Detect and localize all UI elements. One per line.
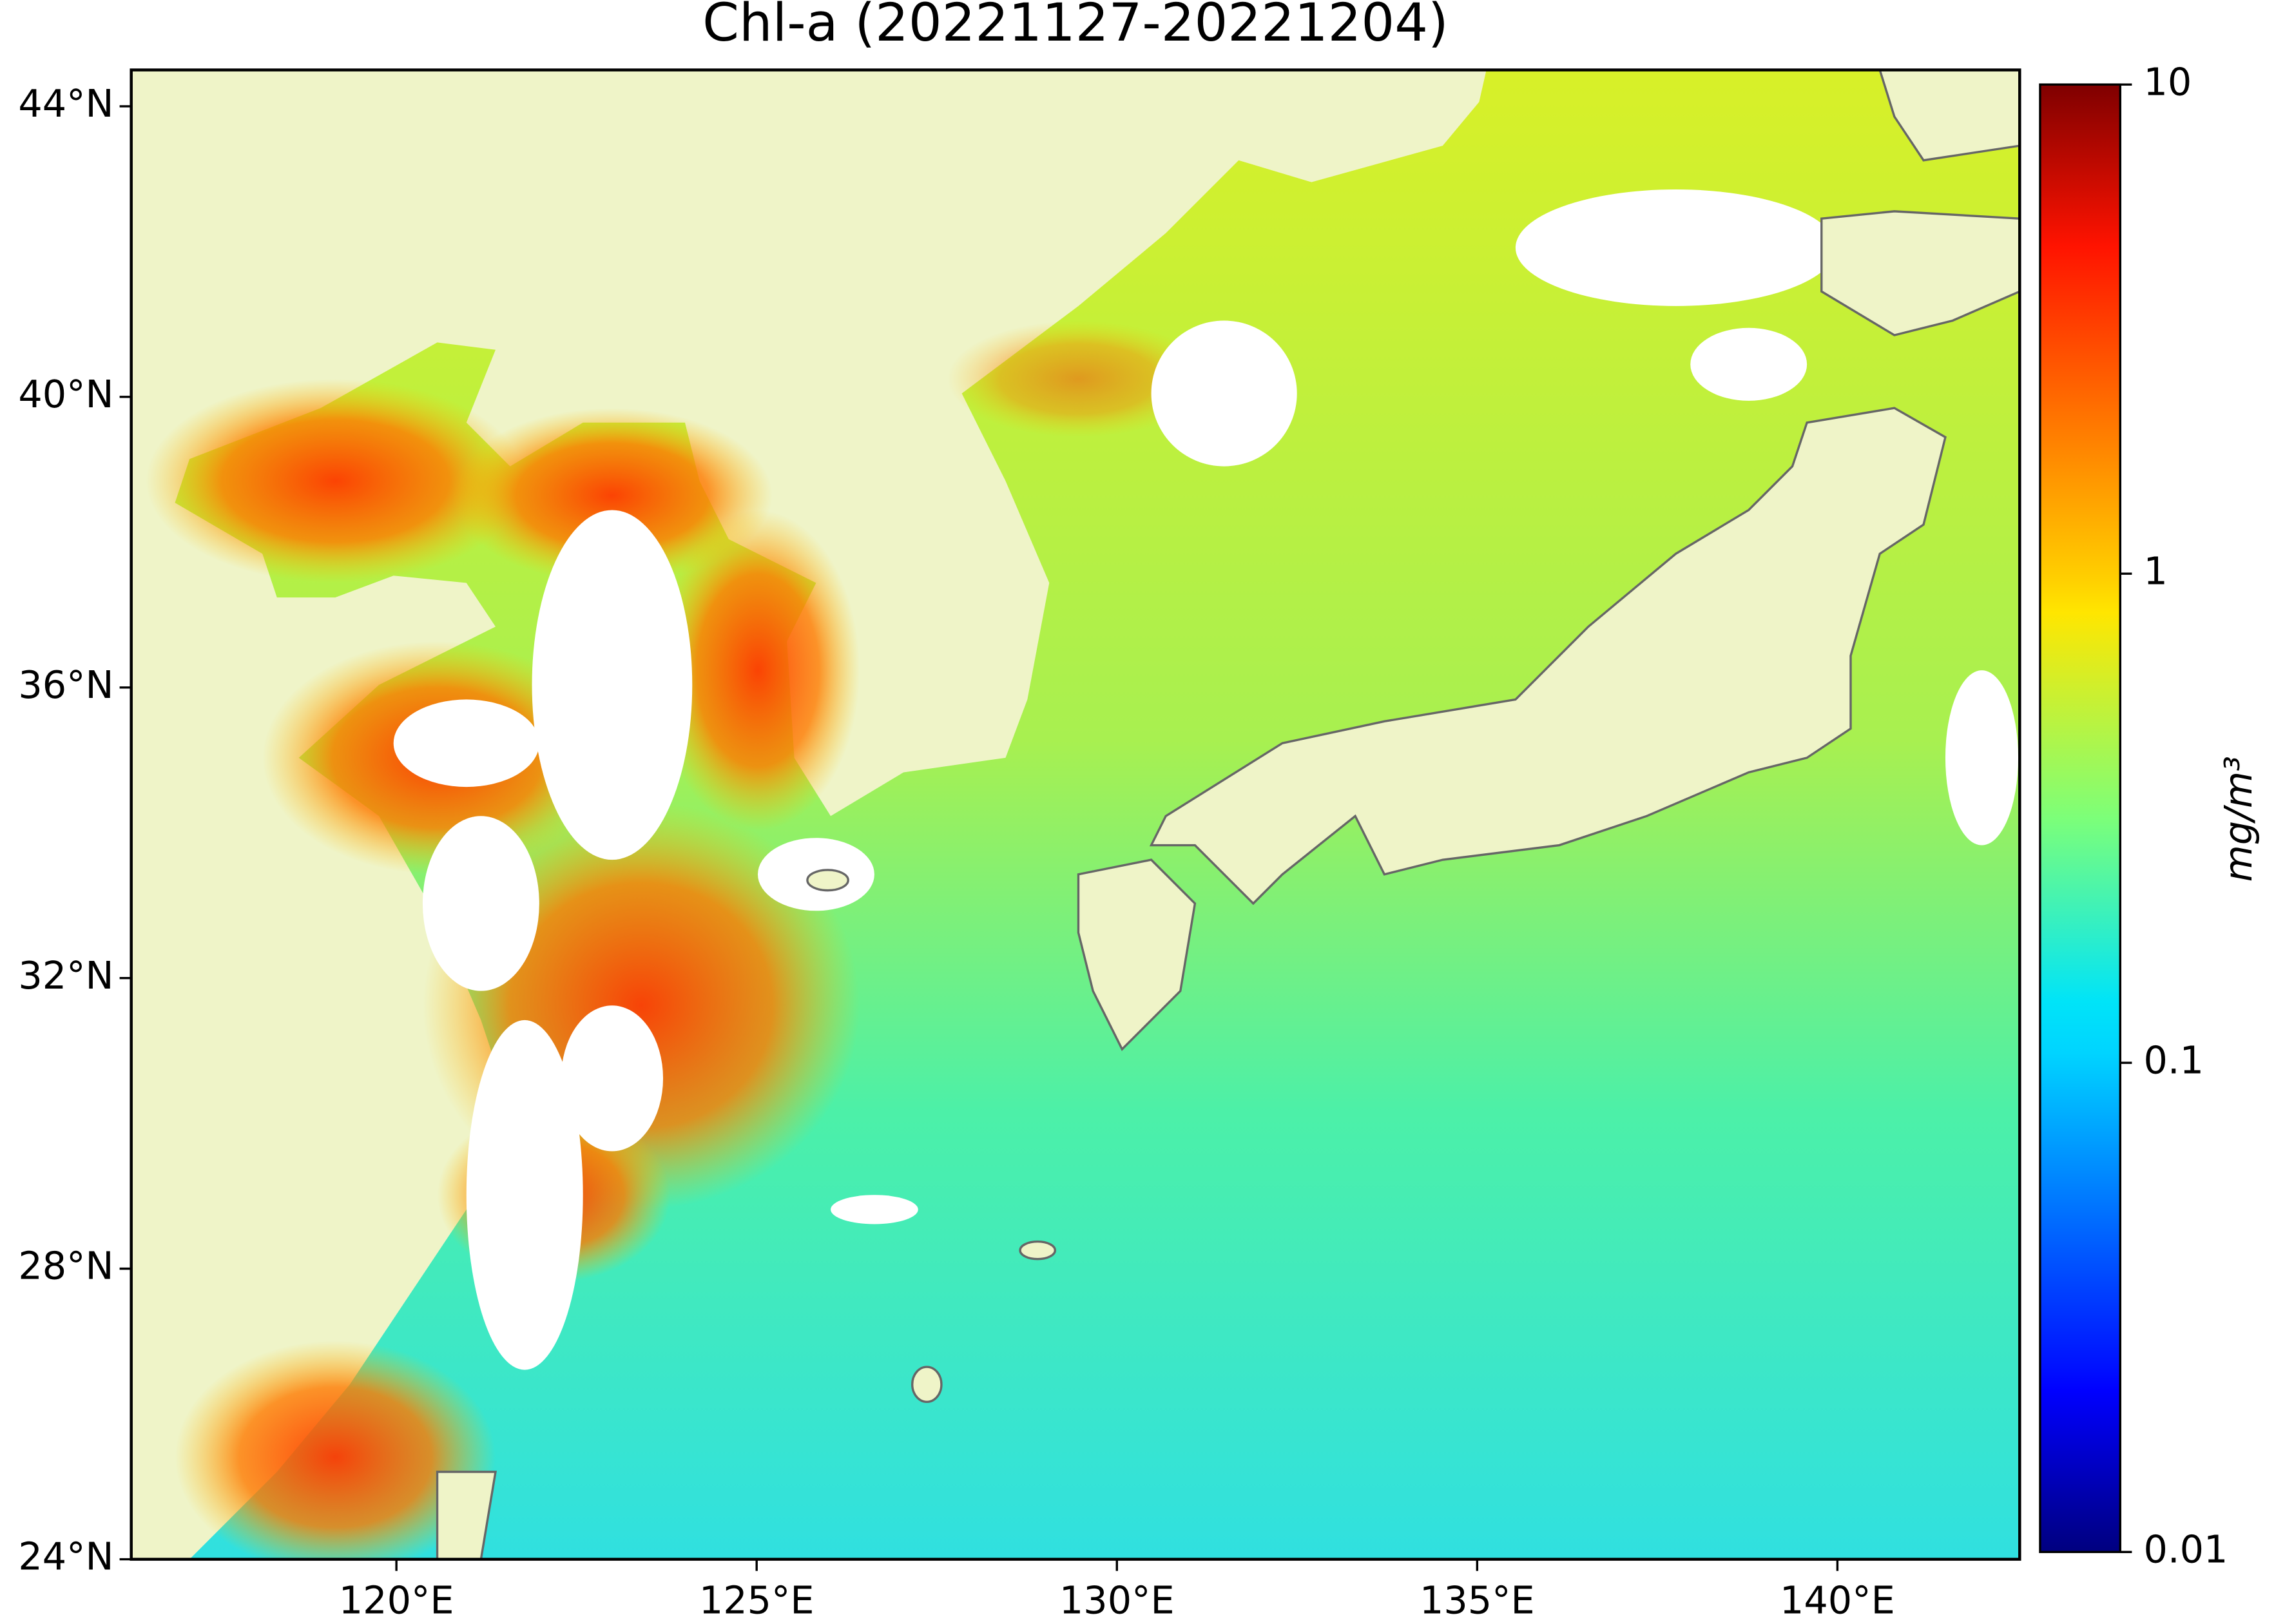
x-tick-label: 135°E xyxy=(1420,1578,1535,1618)
map-frame xyxy=(130,68,2021,1561)
y-tick-label: 40°N xyxy=(18,372,113,416)
colorbar-tick-label: 10 xyxy=(2143,59,2192,104)
y-tick-label: 24°N xyxy=(18,1534,113,1579)
colorbar-tick-label: 0.01 xyxy=(2143,1527,2228,1571)
colorbar xyxy=(2039,83,2122,1553)
y-tick-label: 32°N xyxy=(18,953,113,998)
colorbar-label: mg/m³ xyxy=(2216,756,2261,882)
colorbar-tick-label: 1 xyxy=(2143,548,2167,593)
map-title: Chl-a (20221127-20221204) xyxy=(702,0,1449,53)
y-tick-label: 28°N xyxy=(18,1244,113,1288)
x-tick-label: 125°E xyxy=(699,1578,815,1618)
map-area xyxy=(131,70,2020,1560)
y-tick-label: 44°N xyxy=(18,81,113,126)
clouds xyxy=(393,189,2019,1370)
x-tick-label: 130°E xyxy=(1059,1578,1175,1618)
islands xyxy=(436,70,2020,1560)
x-tick-label: 120°E xyxy=(339,1578,454,1618)
colorbar-tick-label: 0.1 xyxy=(2143,1038,2203,1082)
x-tick-label: 140°E xyxy=(1780,1578,1895,1618)
y-tick-label: 36°N xyxy=(18,662,113,707)
